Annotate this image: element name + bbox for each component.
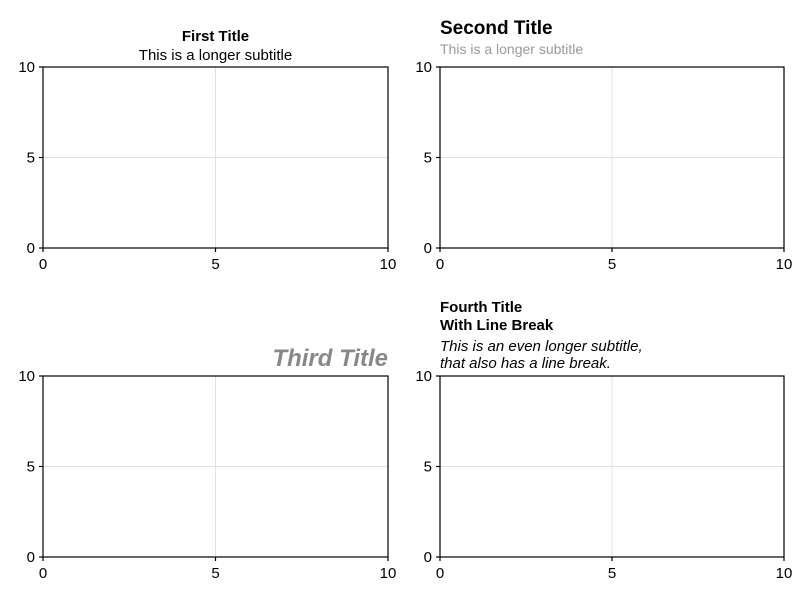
panel-4-x-tick-label: 5	[608, 565, 616, 582]
panel-4-subtitle-line-2: that also has a line break.	[440, 355, 611, 372]
panel-4-title-line-2: With Line Break	[440, 317, 554, 334]
panel-2-subtitle: This is a longer subtitle	[440, 41, 583, 57]
panel-4: Fourth Title With Line Break This is an …	[415, 299, 792, 582]
panel-2-x-tick-label: 0	[436, 256, 444, 273]
panel-1-title: First Title	[182, 28, 249, 45]
panel-1-subtitle: This is a longer subtitle	[139, 47, 292, 64]
panel-2-title: Second Title	[440, 18, 553, 39]
panel-4-subtitle-line-1: This is an even longer subtitle,	[440, 338, 643, 355]
panel-4-x-tick-label: 10	[776, 565, 793, 582]
panel-3-title: Third Title	[272, 345, 388, 372]
panel-4-y-tick-label: 10	[415, 368, 432, 385]
panel-1-y-tick-label: 5	[27, 150, 35, 167]
panel-4-x-tick-label: 0	[436, 565, 444, 582]
panel-3-x-tick-label: 10	[380, 565, 397, 582]
panel-4-plot-area: 0 5 10 0 5 10	[415, 368, 792, 582]
panel-2-y-tick-label: 5	[424, 150, 432, 167]
panel-3-x-tick-label: 5	[211, 565, 219, 582]
panel-4-title-line-1: Fourth Title	[440, 299, 522, 316]
panel-3-x-tick-label: 0	[39, 565, 47, 582]
panel-4-y-tick-label: 5	[424, 459, 432, 476]
panel-3-plot-area: 0 5 10 0 5 10	[18, 368, 396, 582]
panel-3-y-tick-label: 10	[18, 368, 35, 385]
panel-1-x-tick-label: 0	[39, 256, 47, 273]
panel-4-y-tick-label: 0	[424, 549, 432, 566]
panel-1-x-tick-label: 5	[211, 256, 219, 273]
panel-1-plot-area: 0 5 10 0 5 10	[18, 59, 396, 273]
panel-1-y-tick-label: 10	[18, 59, 35, 76]
panel-1-y-tick-label: 0	[27, 240, 35, 257]
panel-2-x-tick-label: 5	[608, 256, 616, 273]
panel-1: First Title This is a longer subtitle 0 5…	[18, 28, 396, 273]
panel-3-y-tick-label: 5	[27, 459, 35, 476]
panel-1-x-tick-label: 10	[380, 256, 397, 273]
panel-2-y-tick-label: 10	[415, 59, 432, 76]
panel-2-plot-area: 0 5 10 0 5 10	[415, 59, 792, 273]
panel-3-y-tick-label: 0	[27, 549, 35, 566]
panel-2-y-tick-label: 0	[424, 240, 432, 257]
panel-3: Third Title 0 5 10 0 5 10	[18, 345, 396, 582]
panel-2: Second Title This is a longer subtitle 0…	[415, 18, 792, 273]
panel-2-x-tick-label: 10	[776, 256, 793, 273]
